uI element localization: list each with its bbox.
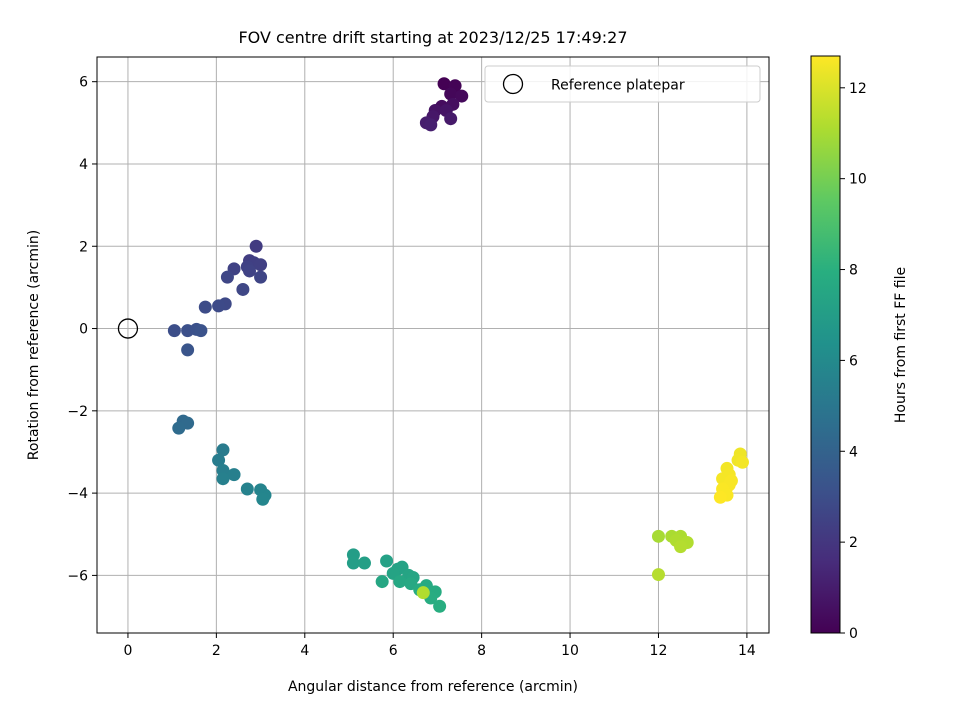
scatter-point bbox=[240, 482, 254, 496]
colorbar-tick-label: 0 bbox=[849, 626, 858, 642]
scatter-point bbox=[181, 343, 195, 357]
colorbar-tick-label: 6 bbox=[849, 353, 858, 369]
scatter-point bbox=[651, 568, 665, 582]
x-axis-label: Angular distance from reference (arcmin) bbox=[288, 679, 578, 695]
y-axis-label: Rotation from reference (arcmin) bbox=[26, 230, 42, 460]
scatter-point bbox=[220, 270, 234, 284]
chart-title: FOV centre drift starting at 2023/12/25 … bbox=[238, 28, 627, 47]
data-points bbox=[167, 77, 749, 613]
y-tick-label: 6 bbox=[79, 75, 88, 91]
colorbar-ticks: 0 2 4 6 8 10 12 bbox=[840, 81, 867, 642]
scatter-point bbox=[172, 421, 186, 435]
scatter-point bbox=[713, 490, 727, 504]
y-tick-label: −2 bbox=[67, 404, 88, 420]
scatter-point bbox=[346, 556, 360, 570]
x-tick-label: 6 bbox=[389, 643, 398, 659]
scatter-point bbox=[194, 324, 208, 338]
colorbar-gradient bbox=[810, 55, 841, 634]
x-tick-label: 4 bbox=[300, 643, 309, 659]
colorbar-tick-label: 2 bbox=[849, 535, 858, 551]
scatter-point bbox=[393, 575, 407, 589]
y-tick-label: 2 bbox=[79, 239, 88, 255]
scatter-point bbox=[357, 556, 371, 570]
scatter-point bbox=[236, 282, 250, 296]
x-tick-label: 12 bbox=[650, 643, 668, 659]
legend: Reference platepar bbox=[484, 65, 761, 103]
scatter-point bbox=[254, 270, 268, 284]
scatter-point bbox=[416, 586, 430, 600]
scatter-point bbox=[212, 299, 226, 313]
reference-marker bbox=[117, 318, 139, 339]
scatter-point bbox=[249, 239, 263, 253]
scatter-point bbox=[444, 112, 458, 126]
y-tick-label: −6 bbox=[67, 568, 88, 584]
scatter-point bbox=[433, 599, 447, 613]
legend-label-reference: Reference platepar bbox=[551, 78, 685, 94]
colorbar-tick-label: 8 bbox=[849, 263, 858, 279]
scatter-point bbox=[243, 264, 257, 278]
x-tick-label: 0 bbox=[123, 643, 132, 659]
scatter-point bbox=[437, 77, 451, 91]
x-axis-ticks: 0 2 4 6 8 10 12 14 bbox=[123, 633, 756, 659]
legend-marker-reference bbox=[502, 73, 524, 95]
x-tick-label: 10 bbox=[561, 643, 579, 659]
scatter-point bbox=[167, 324, 181, 338]
scatter-point bbox=[735, 455, 749, 469]
scatter-point bbox=[424, 118, 438, 132]
x-tick-label: 14 bbox=[738, 643, 756, 659]
scatter-point bbox=[256, 492, 270, 506]
grid bbox=[97, 57, 769, 633]
plot-area: 0 2 4 6 8 10 12 14 −6 −4 −2 0 2 4 6 bbox=[67, 56, 770, 659]
colorbar-tick-label: 4 bbox=[849, 444, 858, 460]
x-tick-label: 8 bbox=[477, 643, 486, 659]
colorbar-label: Hours from first FF file bbox=[893, 267, 909, 423]
scatter-point bbox=[651, 529, 665, 543]
colorbar: 0 2 4 6 8 10 12 Hours from first FF file bbox=[810, 55, 909, 642]
scatter-point bbox=[444, 87, 458, 101]
scatter-point bbox=[227, 468, 241, 482]
plot-frame bbox=[96, 56, 770, 634]
y-axis-ticks: −6 −4 −2 0 2 4 6 bbox=[67, 75, 97, 584]
scatter-point bbox=[212, 453, 226, 467]
colorbar-tick-label: 12 bbox=[849, 81, 867, 97]
legend-box bbox=[484, 65, 761, 103]
scatter-point bbox=[216, 443, 230, 457]
scatter-point bbox=[375, 575, 389, 589]
scatter-point bbox=[198, 300, 212, 314]
scatter-point bbox=[216, 472, 230, 486]
scatter-point bbox=[674, 540, 688, 554]
y-tick-label: 4 bbox=[79, 157, 88, 173]
x-tick-label: 2 bbox=[212, 643, 221, 659]
colorbar-tick-label: 10 bbox=[849, 172, 867, 188]
scatter-point bbox=[380, 554, 394, 568]
y-tick-label: −4 bbox=[67, 486, 88, 502]
scatter-point bbox=[254, 258, 268, 272]
scatter-point bbox=[455, 89, 469, 103]
y-tick-label: 0 bbox=[79, 322, 88, 338]
